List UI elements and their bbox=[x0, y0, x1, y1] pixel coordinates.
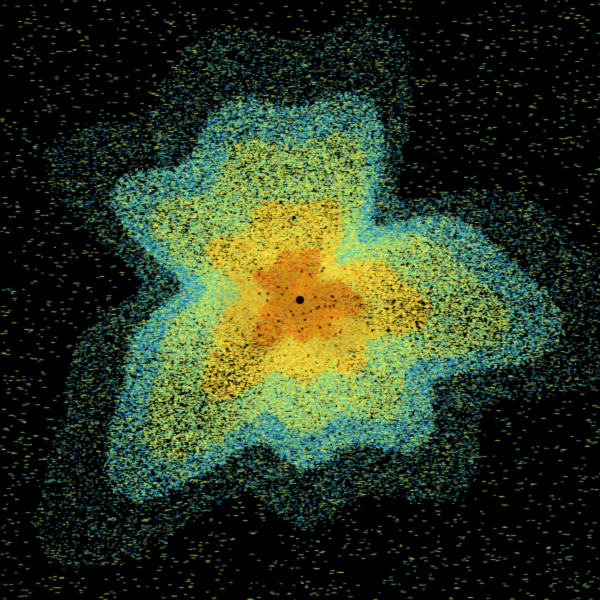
radar-reflectivity-image bbox=[0, 0, 600, 600]
